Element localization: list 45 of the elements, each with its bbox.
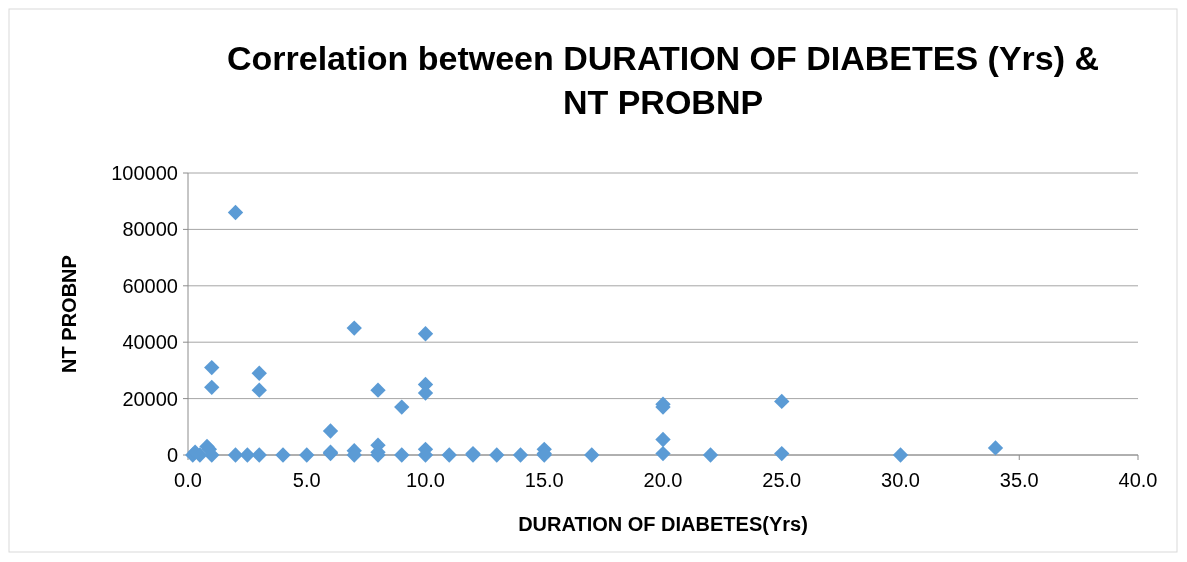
point xyxy=(251,447,267,463)
point xyxy=(251,365,267,381)
point xyxy=(394,399,410,415)
x-tick-label: 0.0 xyxy=(174,469,202,491)
x-tick-label: 30.0 xyxy=(881,469,920,491)
point xyxy=(346,320,362,336)
y-tick-label: 40000 xyxy=(122,331,178,354)
point xyxy=(512,447,529,463)
point xyxy=(655,445,671,462)
x-axis-title: DURATION OF DIABETES(Yrs) xyxy=(518,513,808,535)
y-tick-label: 80000 xyxy=(122,218,178,241)
x-tick-label: 40.0 xyxy=(1118,469,1158,491)
y-tick-label: 20000 xyxy=(122,387,178,410)
point xyxy=(275,447,291,463)
point xyxy=(239,447,256,463)
point xyxy=(702,447,719,463)
point xyxy=(441,447,457,463)
point xyxy=(987,440,1004,456)
x-tick-label: 25.0 xyxy=(762,469,802,491)
point xyxy=(322,423,339,439)
point xyxy=(204,359,220,376)
point xyxy=(227,447,244,463)
chart-title: Correlation between DURATION OF DIABETES (Yrs) & NT PROBNP xyxy=(226,39,1100,121)
point xyxy=(370,382,386,398)
point xyxy=(204,379,220,395)
point xyxy=(774,393,790,410)
point xyxy=(394,447,410,463)
y-axis-title: NT PROBNP xyxy=(58,255,80,373)
point xyxy=(774,445,790,462)
point xyxy=(655,431,671,448)
y-tick-label: 0 xyxy=(166,444,178,466)
point xyxy=(584,447,600,463)
point xyxy=(489,447,505,463)
point xyxy=(892,447,909,463)
x-tick-label: 35.0 xyxy=(999,469,1039,491)
point xyxy=(299,447,315,463)
x-tick-label: 15.0 xyxy=(524,469,564,491)
x-tick-label: 10.0 xyxy=(406,469,445,491)
point xyxy=(417,326,434,342)
point xyxy=(227,204,244,221)
x-tick-label: 20.0 xyxy=(643,469,683,491)
x-tick-label: 5.0 xyxy=(292,469,321,491)
y-tick-label: 100000 xyxy=(111,162,178,184)
y-tick-label: 60000 xyxy=(122,274,178,297)
point xyxy=(251,382,267,398)
